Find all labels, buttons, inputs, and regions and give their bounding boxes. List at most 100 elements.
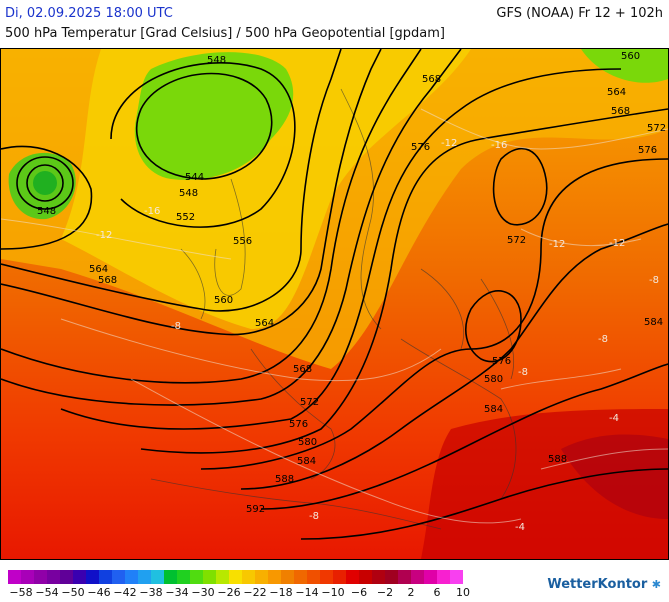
legend-color-bar — [8, 570, 463, 584]
temp-label: -12 — [441, 138, 457, 149]
temp-label: -8 — [649, 275, 659, 286]
legend-swatch — [437, 570, 450, 584]
legend-swatch — [424, 570, 437, 584]
legend-label: −6 — [350, 586, 368, 599]
legend-swatch — [307, 570, 320, 584]
warm-core-southeast — [561, 434, 668, 519]
legend-swatch — [138, 570, 151, 584]
geo-label: 572 — [507, 235, 526, 246]
temp-label: -4 — [609, 413, 619, 424]
geopotential-contours — [1, 49, 668, 540]
legend-swatch — [294, 570, 307, 584]
geo-label: 560 — [621, 51, 640, 62]
legend-swatch — [372, 570, 385, 584]
temp-label: -12 — [549, 239, 565, 250]
legend-label: 2 — [407, 586, 415, 599]
legend-label: −58 — [9, 586, 33, 599]
legend-swatch — [281, 570, 294, 584]
geo-label: 564 — [89, 264, 108, 275]
geo-label: 544 — [185, 172, 204, 183]
legend-swatch — [242, 570, 255, 584]
temp-label: -8 — [518, 367, 528, 378]
temperature-legend: −58 −54 −50 −46 −42 −38 −34 −30 −26 −22 −18 −14 −10−… — [8, 570, 470, 602]
geo-label: 580 — [298, 437, 317, 448]
legend-label: 10 — [456, 586, 470, 599]
geo-label: 584 — [484, 404, 503, 415]
legend-swatch — [450, 570, 463, 584]
geo-label: 584 — [297, 456, 316, 467]
geo-label: 548 — [179, 188, 198, 199]
parameter-description: 500 hPa Temperatur [Grad Celsius] / 500 … — [5, 26, 446, 41]
temp-label: -8 — [309, 511, 319, 522]
legend-swatch — [398, 570, 411, 584]
brand-mark-icon: ✱ — [651, 578, 661, 591]
legend-swatch — [268, 570, 281, 584]
legend-swatch — [333, 570, 346, 584]
geo-label: 576 — [411, 142, 430, 153]
geo-label: 572 — [300, 397, 319, 408]
geo-label: 568 — [98, 275, 117, 286]
legend-label: −34 — [165, 586, 189, 599]
brand-name: WetterKontor — [547, 577, 648, 592]
geo-label: 548 — [37, 206, 56, 217]
legend-label: −18 — [269, 586, 293, 599]
geo-label: 576 — [289, 419, 308, 430]
legend-swatch — [21, 570, 34, 584]
legend-label: −22 — [243, 586, 267, 599]
legend-swatch — [47, 570, 60, 584]
legend-label: −38 — [139, 586, 163, 599]
coastlines — [150, 88, 517, 530]
model-run-label: GFS (NOAA) Fr 12 + 102h — [496, 6, 663, 21]
temp-label: -12 — [96, 230, 112, 241]
geo-label: 576 — [638, 145, 657, 156]
legend-labels: −58 −54 −50 −46 −42 −38 −34 −30 −26 −22 −18 −14 −10−… — [8, 586, 470, 602]
geo-label: 564 — [255, 318, 274, 329]
legend-swatch — [8, 570, 21, 584]
wetterkontor-logo: WetterKontor ✱ — [547, 577, 661, 592]
legend-label: −54 — [35, 586, 59, 599]
geo-label: 552 — [176, 212, 195, 223]
legend-swatch — [164, 570, 177, 584]
legend-swatch — [73, 570, 86, 584]
temp-label: -16 — [491, 140, 507, 151]
legend-swatch — [216, 570, 229, 584]
temp-label: -16 — [144, 206, 160, 217]
temperature-isotherms — [1, 108, 668, 524]
legend-swatch — [151, 570, 164, 584]
geo-label: 548 — [207, 55, 226, 66]
legend-label: −42 — [113, 586, 137, 599]
cold-area-northeast — [581, 49, 668, 83]
legend-label: −46 — [87, 586, 111, 599]
temperature-labels: -12 -8 -8 -12 -12 -16 -16 -12 -8 -8 -4 -… — [96, 138, 659, 533]
legend-label: −14 — [295, 586, 319, 599]
legend-swatch — [203, 570, 216, 584]
legend-swatch — [229, 570, 242, 584]
legend-swatch — [385, 570, 398, 584]
legend-swatch — [190, 570, 203, 584]
weather-map: 548 544 548 548 544 548 552 556 560 564 … — [0, 48, 669, 560]
geo-label: 580 — [484, 374, 503, 385]
legend-swatch — [34, 570, 47, 584]
legend-swatch — [86, 570, 99, 584]
legend-swatch — [346, 570, 359, 584]
legend-swatch — [99, 570, 112, 584]
legend-label: −26 — [217, 586, 241, 599]
legend-swatch — [112, 570, 125, 584]
geo-label: 568 — [422, 74, 441, 85]
temp-label: -8 — [171, 321, 181, 332]
geo-label: 556 — [233, 236, 252, 247]
legend-swatch — [177, 570, 190, 584]
forecast-datetime: Di, 02.09.2025 18:00 UTC — [5, 6, 173, 21]
geo-label: 588 — [548, 454, 567, 465]
temp-label: -4 — [515, 522, 525, 533]
cold-core — [33, 171, 57, 195]
geo-label: 568 — [611, 106, 630, 117]
cold-area-north-atlantic — [134, 52, 294, 180]
temp-label: -8 — [598, 334, 608, 345]
legend-label: −30 — [191, 586, 215, 599]
geo-label: 584 — [644, 317, 663, 328]
weather-map-canvas: 548 544 548 548 544 548 552 556 560 564 … — [1, 49, 668, 559]
geo-label: 588 — [275, 474, 294, 485]
legend-swatch — [60, 570, 73, 584]
geopotential-labels: 548 544 548 548 544 548 552 556 560 564 … — [37, 51, 666, 515]
